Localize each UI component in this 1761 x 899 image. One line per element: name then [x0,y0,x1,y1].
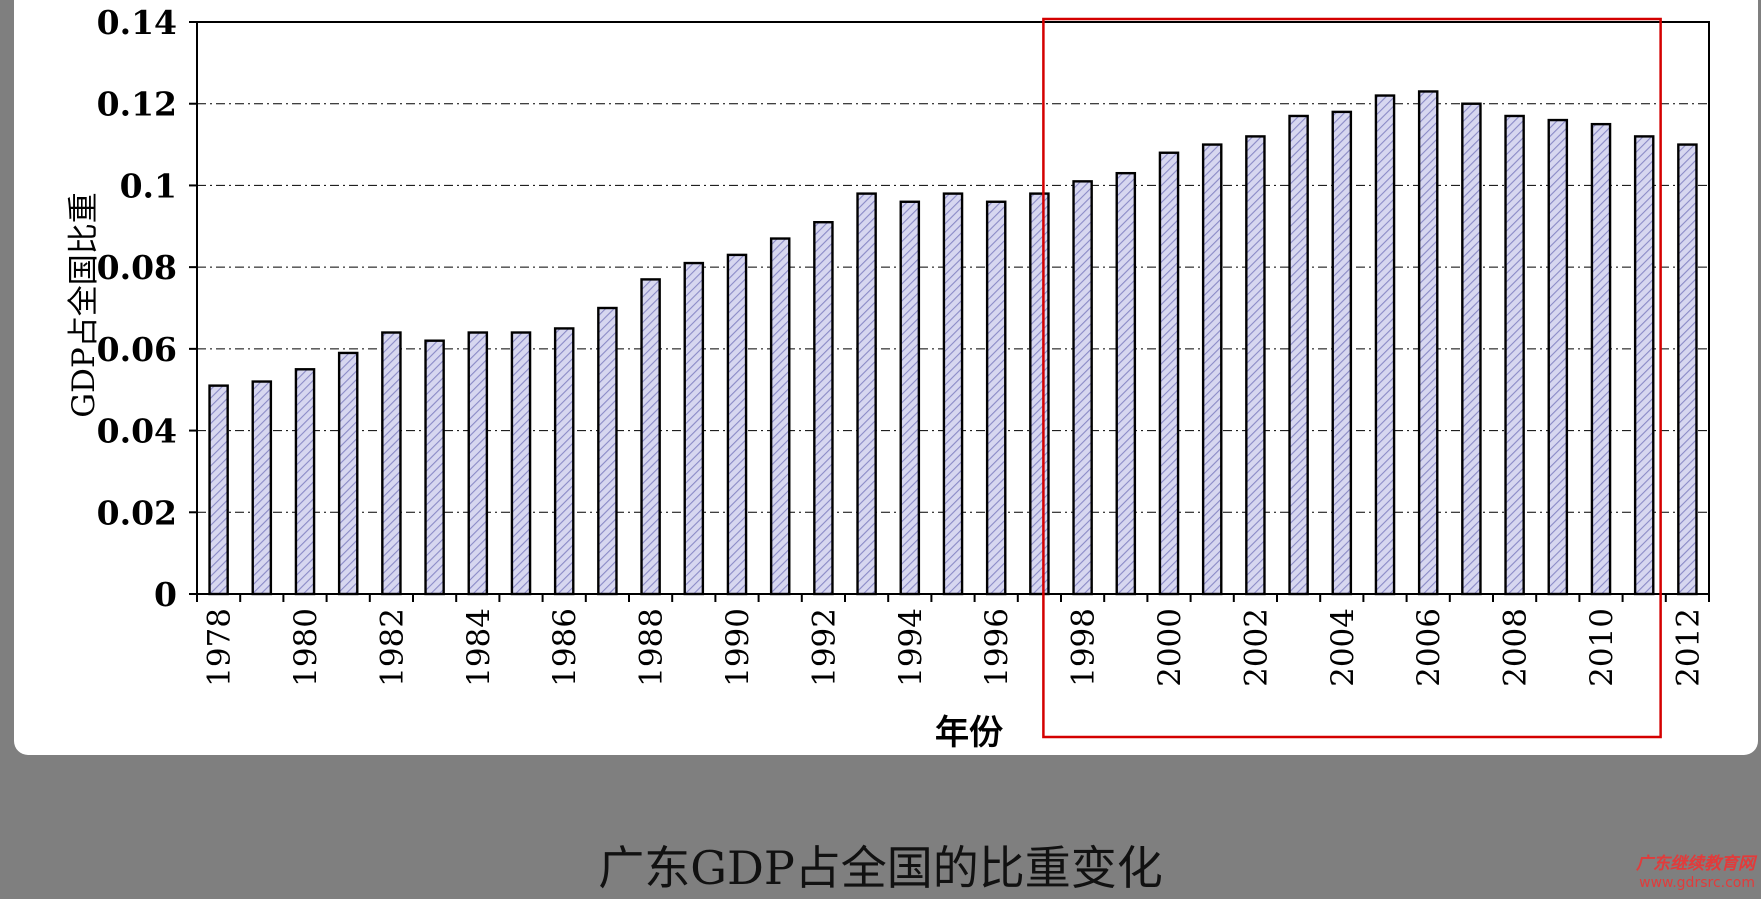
bar-1997 [1029,192,1050,596]
x-tick-label: 1978 [202,608,238,687]
bar-2012 [1677,143,1698,596]
x-tick-label: 1998 [1066,608,1102,687]
x-tick-label: 2004 [1325,608,1361,687]
bar-1988 [640,278,661,596]
bar-1983 [424,339,445,596]
bar-2010 [1590,122,1612,596]
bars [208,90,1698,596]
x-tick-label: 2006 [1411,608,1447,687]
x-tick-label: 2002 [1238,608,1274,687]
y-tick-label: 0 [154,575,177,614]
bar-1995 [942,192,964,596]
bar-2003 [1288,114,1309,596]
x-tick-label: 1982 [374,608,410,687]
bar-1980 [294,368,316,596]
x-tick-label: 2000 [1152,608,1188,687]
bar-2005 [1374,94,1396,596]
bar-chart: 0 0.02 0.04 0.06 0.08 0.1 0.12 0.14 1978 1980 198… [66,3,1710,753]
bar-1990 [726,253,748,596]
watermark-name: 广东继续教育网 [1636,854,1755,875]
bar-2007 [1461,102,1482,596]
x-tick-label: 1994 [893,608,929,687]
bar-1991 [769,237,791,596]
x-tick-label: 1988 [634,608,670,687]
chart-panel: 0 0.02 0.04 0.06 0.08 0.1 0.12 0.14 1978 1980 198… [14,0,1758,755]
y-tick-label: 0.14 [97,3,177,42]
y-tick-label: 0.04 [97,412,177,451]
bar-1996 [985,200,1007,596]
y-axis-label: GDP占全国比重 [66,192,102,417]
x-tick-label: 1984 [461,608,497,687]
x-tick-label: 2012 [1670,608,1706,687]
watermark-url: www.gdrsrc.com [1639,874,1755,891]
bar-1994 [899,200,921,596]
chart-caption: 广东GDP占全国的比重变化 [598,841,1163,895]
bar-1986 [553,327,575,596]
bar-1985 [510,331,532,596]
y-tick-label: 0.06 [97,330,177,369]
bar-1992 [813,220,834,596]
x-axis-label: 年份 [935,713,1003,753]
bar-1981 [337,351,359,596]
bar-1993 [856,192,877,596]
y-tick-label: 0.02 [97,493,177,532]
y-tick-labels: 0 0.02 0.04 0.06 0.08 0.1 0.12 0.14 [97,3,177,614]
x-tick-label: 1996 [979,608,1015,687]
bar-2008 [1504,114,1525,596]
bar-2002 [1245,135,1266,596]
x-tick-label: 2008 [1498,608,1534,687]
y-tick-label: 0.12 [97,85,177,124]
bar-2000 [1158,151,1180,596]
bar-1982 [381,331,402,596]
bar-1984 [467,331,489,596]
plot-frame [196,21,1710,595]
x-tick-label: 1986 [547,608,583,687]
bar-1989 [683,261,705,596]
x-tick-label: 2010 [1584,608,1620,687]
y-tick-label: 0.08 [97,248,177,287]
bar-2011 [1633,135,1655,596]
axes [189,21,1710,602]
bar-2009 [1547,118,1569,596]
highlight-rectangle [1042,17,1662,739]
bar-2004 [1331,110,1353,596]
bar-1987 [597,306,618,596]
bar-2006 [1417,90,1439,596]
bar-1998 [1072,180,1093,596]
watermark: 广东继续教育网 www.gdrsrc.com [1636,855,1755,891]
bar-1979 [251,380,273,596]
x-tick-labels: 1978 1980 1982 1984 1986 1988 1990 1992 1994 1996… [202,608,1707,687]
highlight-box [1042,17,1662,739]
bar-2001 [1201,143,1223,596]
gridlines [197,103,1709,513]
x-tick-label: 1980 [288,608,324,687]
y-tick-label: 0.1 [120,166,177,205]
bar-1999 [1115,171,1137,596]
x-tick-label: 1990 [720,608,756,687]
bar-1978 [208,384,229,596]
x-tick-label: 1992 [806,608,842,687]
